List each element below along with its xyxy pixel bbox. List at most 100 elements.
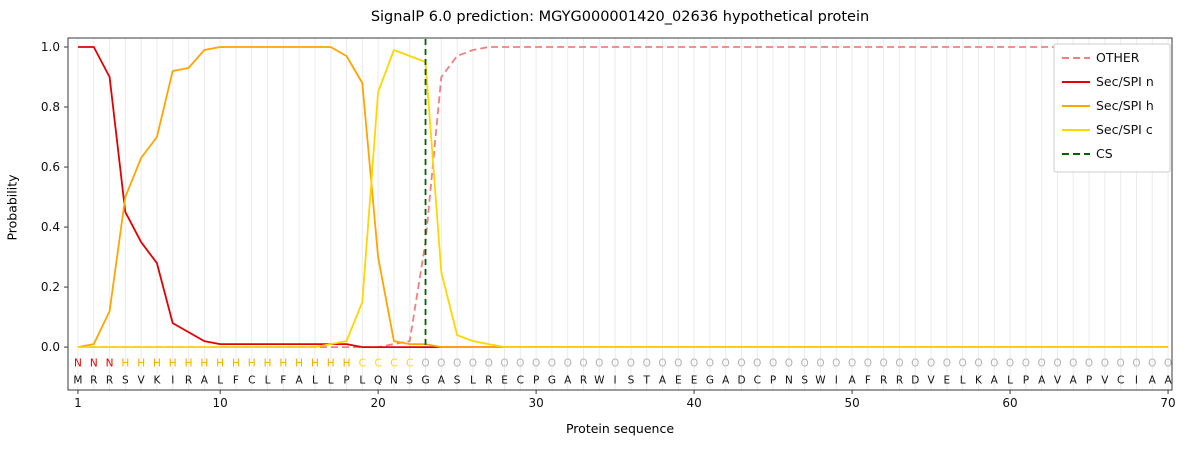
region-letter: O bbox=[1117, 358, 1125, 370]
region-letter: O bbox=[453, 358, 461, 370]
residue-letter: P bbox=[770, 374, 776, 386]
legend-label: Sec/SPI c bbox=[1096, 122, 1153, 137]
region-letter: O bbox=[785, 358, 793, 370]
residue-letter: C bbox=[1117, 374, 1124, 386]
region-letter: O bbox=[832, 358, 840, 370]
residue-letter: R bbox=[485, 374, 492, 386]
region-letter: H bbox=[185, 358, 193, 370]
residue-letter: A bbox=[1149, 374, 1157, 386]
residue-letter: P bbox=[1023, 374, 1029, 386]
residue-letter: R bbox=[580, 374, 587, 386]
region-letter: O bbox=[611, 358, 619, 370]
region-letter: C bbox=[374, 358, 381, 370]
plot-border bbox=[67, 37, 1173, 391]
residue-letter: V bbox=[1101, 374, 1109, 386]
residue-letter: L bbox=[470, 374, 476, 386]
residue-letter: R bbox=[880, 374, 887, 386]
residue-letter: R bbox=[90, 374, 97, 386]
region-letter: C bbox=[359, 358, 366, 370]
residue-letter: A bbox=[659, 374, 667, 386]
region-letter: O bbox=[643, 358, 651, 370]
region-letter: O bbox=[880, 358, 888, 370]
region-letter: O bbox=[1148, 358, 1156, 370]
residue-letter: P bbox=[533, 374, 539, 386]
region-letter: O bbox=[658, 358, 666, 370]
residue-letter: M bbox=[73, 374, 82, 386]
residue-letter: W bbox=[815, 374, 826, 386]
residue-letter: E bbox=[501, 374, 508, 386]
series-line-other bbox=[78, 46, 1169, 349]
region-letter: C bbox=[390, 358, 397, 370]
region-letter: O bbox=[579, 358, 587, 370]
residue-letter: C bbox=[248, 374, 255, 386]
residue-letter: S bbox=[628, 374, 635, 386]
region-letter: O bbox=[848, 358, 856, 370]
region-letter: H bbox=[137, 358, 145, 370]
residue-letter: S bbox=[454, 374, 461, 386]
region-letter: H bbox=[295, 358, 303, 370]
residue-letter: G bbox=[548, 374, 556, 386]
series-line-sec-spi-h bbox=[77, 46, 1169, 349]
residue-letter: N bbox=[785, 374, 793, 386]
residue-letter: T bbox=[642, 374, 650, 386]
region-letter: O bbox=[816, 358, 824, 370]
x-tick-label: 1 bbox=[74, 396, 82, 410]
region-letter: O bbox=[564, 358, 572, 370]
residue-letter: A bbox=[722, 374, 730, 386]
region-letter: O bbox=[627, 358, 635, 370]
region-letter: O bbox=[532, 358, 540, 370]
residue-letter: A bbox=[201, 374, 209, 386]
residue-letter: L bbox=[359, 374, 365, 386]
residue-letter: E bbox=[675, 374, 682, 386]
region-letter: H bbox=[216, 358, 224, 370]
region-letter: O bbox=[1132, 358, 1140, 370]
residue-letter: L bbox=[265, 374, 271, 386]
y-tick-label: 1.0 bbox=[41, 40, 60, 54]
y-tick-label: 0.4 bbox=[41, 220, 60, 234]
region-letter: O bbox=[753, 358, 761, 370]
region-letter: O bbox=[990, 358, 998, 370]
x-tick-label: 50 bbox=[844, 396, 859, 410]
region-letter: H bbox=[327, 358, 335, 370]
region-letter: O bbox=[911, 358, 919, 370]
region-letter: C bbox=[406, 358, 413, 370]
region-letter: O bbox=[1101, 358, 1109, 370]
residue-letter: R bbox=[896, 374, 903, 386]
residue-letter: K bbox=[154, 374, 162, 386]
region-letter: H bbox=[169, 358, 177, 370]
residue-letter: I bbox=[614, 374, 617, 386]
region-letter: O bbox=[437, 358, 445, 370]
y-axis-ticks: 0.0 0.2 0.4 0.6 0.8 1.0 bbox=[41, 40, 68, 354]
region-letter: O bbox=[674, 358, 682, 370]
residue-letter: A bbox=[1070, 374, 1078, 386]
residue-letter: N bbox=[390, 374, 398, 386]
region-letter: O bbox=[895, 358, 903, 370]
residue-letter: A bbox=[1038, 374, 1046, 386]
region-letter: O bbox=[706, 358, 714, 370]
residue-letter: E bbox=[691, 374, 698, 386]
x-axis-label: Protein sequence bbox=[565, 421, 675, 436]
residue-letter: A bbox=[848, 374, 856, 386]
residue-letter: C bbox=[754, 374, 761, 386]
residue-letter: I bbox=[1135, 374, 1138, 386]
residue-letter: V bbox=[1054, 374, 1062, 386]
region-letter: O bbox=[769, 358, 777, 370]
residue-letter: A bbox=[564, 374, 572, 386]
y-axis-label: Probability bbox=[4, 174, 20, 241]
residue-letter: R bbox=[106, 374, 113, 386]
region-letter: H bbox=[343, 358, 351, 370]
region-letter: O bbox=[500, 358, 508, 370]
region-letter: O bbox=[737, 358, 745, 370]
region-letter: O bbox=[1085, 358, 1093, 370]
residue-letter: L bbox=[312, 374, 318, 386]
residue-letter: K bbox=[975, 374, 983, 386]
region-letter: O bbox=[595, 358, 603, 370]
residue-letter: R bbox=[185, 374, 192, 386]
residue-letter: V bbox=[138, 374, 146, 386]
x-tick-label: 40 bbox=[686, 396, 701, 410]
region-letter: N bbox=[74, 358, 82, 370]
residue-letter: S bbox=[406, 374, 413, 386]
region-letter: O bbox=[1069, 358, 1077, 370]
